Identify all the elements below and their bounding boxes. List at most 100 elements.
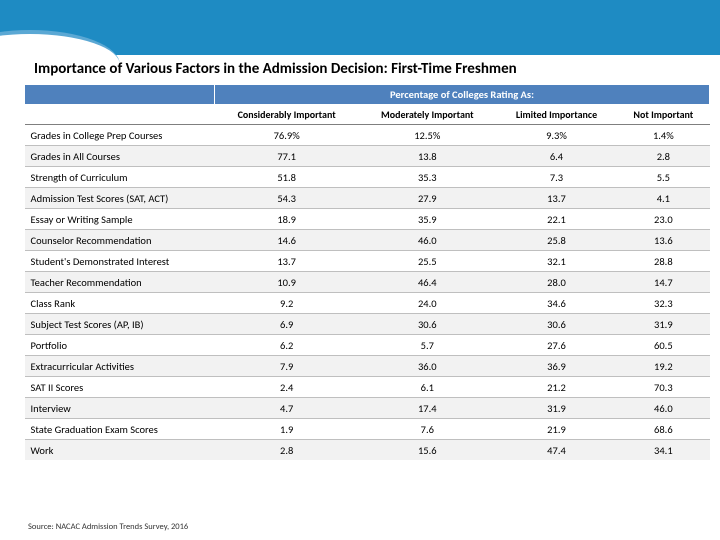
cell-value: 22.1 [496,209,617,230]
row-label: Strength of Curriculum [25,167,215,188]
cell-value: 13.8 [359,146,496,167]
cell-value: 30.6 [496,314,617,335]
table-row: Interview4.717.431.946.0 [25,398,710,419]
cell-value: 46.0 [617,398,709,419]
factors-table: Percentage of Colleges Rating As: Consid… [24,84,710,460]
table-row: Teacher Recommendation10.946.428.014.7 [25,272,710,293]
cell-value: 34.6 [496,293,617,314]
table-row: Strength of Curriculum51.835.37.35.5 [25,167,710,188]
row-label: Essay or Writing Sample [25,209,215,230]
table-row: Counselor Recommendation14.646.025.813.6 [25,230,710,251]
row-label: Subject Test Scores (AP, IB) [25,314,215,335]
table-body: Grades in College Prep Courses76.9%12.5%… [25,125,710,461]
cell-value: 6.4 [496,146,617,167]
cell-value: 5.5 [617,167,709,188]
cell-value: 32.3 [617,293,709,314]
cell-value: 2.8 [215,440,359,461]
col-header: Not Important [617,105,709,125]
cell-value: 36.0 [359,356,496,377]
super-header-row: Percentage of Colleges Rating As: [25,85,710,105]
cell-value: 28.0 [496,272,617,293]
cell-value: 14.6 [215,230,359,251]
cell-value: 19.2 [617,356,709,377]
cell-value: 70.3 [617,377,709,398]
cell-value: 4.1 [617,188,709,209]
cell-value: 2.4 [215,377,359,398]
cell-value: 27.6 [496,335,617,356]
col-header: Moderately Important [359,105,496,125]
page-title: Importance of Various Factors in the Adm… [24,60,710,78]
cell-value: 21.2 [496,377,617,398]
cell-value: 4.7 [215,398,359,419]
cell-value: 9.2 [215,293,359,314]
cell-value: 24.0 [359,293,496,314]
row-label: Grades in College Prep Courses [25,125,215,146]
super-header-label: Percentage of Colleges Rating As: [215,85,710,105]
cell-value: 7.9 [215,356,359,377]
row-label: Counselor Recommendation [25,230,215,251]
cell-value: 23.0 [617,209,709,230]
cell-value: 25.8 [496,230,617,251]
cell-value: 30.6 [359,314,496,335]
cell-value: 9.3% [496,125,617,146]
cell-value: 10.9 [215,272,359,293]
table-row: Class Rank9.224.034.632.3 [25,293,710,314]
table-row: Portfolio6.25.727.660.5 [25,335,710,356]
cell-value: 1.4% [617,125,709,146]
row-label: Extracurricular Activities [25,356,215,377]
cell-value: 7.6 [359,419,496,440]
col-header: Limited Importance [496,105,617,125]
cell-value: 25.5 [359,251,496,272]
cell-value: 6.2 [215,335,359,356]
source-citation: Source: NACAC Admission Trends Survey, 2… [28,522,188,532]
table-row: Subject Test Scores (AP, IB)6.930.630.63… [25,314,710,335]
cell-value: 12.5% [359,125,496,146]
cell-value: 54.3 [215,188,359,209]
cell-value: 17.4 [359,398,496,419]
cell-value: 60.5 [617,335,709,356]
cell-value: 31.9 [617,314,709,335]
cell-value: 14.7 [617,272,709,293]
table-head: Percentage of Colleges Rating As: Consid… [25,85,710,125]
row-label: Admission Test Scores (SAT, ACT) [25,188,215,209]
row-label: Teacher Recommendation [25,272,215,293]
table-row: Grades in College Prep Courses76.9%12.5%… [25,125,710,146]
cell-value: 7.3 [496,167,617,188]
cell-value: 18.9 [215,209,359,230]
cell-value: 35.3 [359,167,496,188]
cell-value: 21.9 [496,419,617,440]
cell-value: 47.4 [496,440,617,461]
table-row: Essay or Writing Sample18.935.922.123.0 [25,209,710,230]
cell-value: 1.9 [215,419,359,440]
cell-value: 2.8 [617,146,709,167]
cell-value: 13.6 [617,230,709,251]
table-row: Student's Demonstrated Interest13.725.53… [25,251,710,272]
cell-value: 15.6 [359,440,496,461]
table-row: Grades in All Courses77.113.86.42.8 [25,146,710,167]
table-row: Admission Test Scores (SAT, ACT)54.327.9… [25,188,710,209]
cell-value: 35.9 [359,209,496,230]
table-row: State Graduation Exam Scores1.97.621.968… [25,419,710,440]
row-label: Grades in All Courses [25,146,215,167]
cell-value: 77.1 [215,146,359,167]
column-headers-row: Considerably Important Moderately Import… [25,105,710,125]
cell-value: 6.1 [359,377,496,398]
row-label: Class Rank [25,293,215,314]
cell-value: 13.7 [215,251,359,272]
cell-value: 76.9% [215,125,359,146]
row-label: Portfolio [25,335,215,356]
row-label: Work [25,440,215,461]
cell-value: 27.9 [359,188,496,209]
cell-value: 13.7 [496,188,617,209]
row-label: Student's Demonstrated Interest [25,251,215,272]
table-row: Work2.815.647.434.1 [25,440,710,461]
table-row: Extracurricular Activities7.936.036.919.… [25,356,710,377]
blank-cell [25,85,215,105]
cell-value: 68.6 [617,419,709,440]
content-area: Importance of Various Factors in the Adm… [24,60,710,460]
cell-value: 36.9 [496,356,617,377]
cell-value: 46.4 [359,272,496,293]
blank-cell [25,105,215,125]
cell-value: 32.1 [496,251,617,272]
cell-value: 31.9 [496,398,617,419]
